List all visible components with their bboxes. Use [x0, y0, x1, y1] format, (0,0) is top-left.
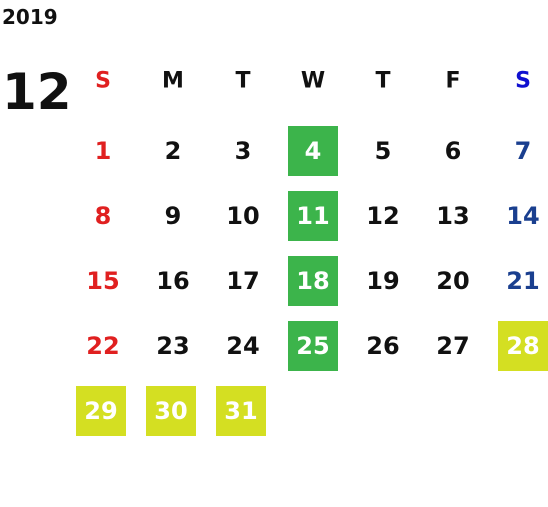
day: 3 — [235, 137, 252, 165]
day: 13 — [436, 202, 469, 230]
day: 12 — [366, 202, 399, 230]
weekday-label: T — [375, 69, 390, 94]
highlight — [498, 321, 548, 371]
day: 27 — [436, 332, 469, 360]
weekday-label: S — [95, 69, 111, 94]
highlight — [288, 321, 338, 371]
day: 26 — [366, 332, 399, 360]
day: 8 — [95, 202, 112, 230]
day: 4 — [305, 137, 322, 165]
year: 2019 — [2, 5, 58, 29]
weekday-label: F — [445, 69, 460, 94]
day: 10 — [226, 202, 259, 230]
day: 16 — [156, 267, 189, 295]
day: 15 — [86, 267, 119, 295]
highlight — [216, 386, 266, 436]
day: 6 — [445, 137, 462, 165]
day: 1 — [95, 137, 112, 165]
day: 28 — [506, 332, 539, 360]
highlight — [288, 126, 338, 176]
day: 18 — [296, 267, 329, 295]
highlight — [288, 256, 338, 306]
day: 17 — [226, 267, 259, 295]
weekday-label: S — [515, 69, 531, 94]
day: 22 — [86, 332, 119, 360]
weekday-label: M — [162, 69, 184, 94]
day: 2 — [165, 137, 182, 165]
day: 23 — [156, 332, 189, 360]
day: 25 — [296, 332, 329, 360]
day: 11 — [296, 202, 329, 230]
day: 29 — [84, 397, 117, 425]
day: 7 — [515, 137, 532, 165]
day: 9 — [165, 202, 182, 230]
day: 19 — [366, 267, 399, 295]
day: 31 — [224, 397, 257, 425]
day: 24 — [226, 332, 259, 360]
month: 12 — [2, 63, 72, 121]
day: 30 — [154, 397, 187, 425]
day: 5 — [375, 137, 392, 165]
day: 14 — [506, 202, 539, 230]
day: 20 — [436, 267, 469, 295]
highlight — [146, 386, 196, 436]
highlight — [76, 386, 126, 436]
day: 21 — [506, 267, 539, 295]
highlight — [288, 191, 338, 241]
weekday-label: W — [301, 69, 325, 94]
weekday-label: T — [235, 69, 250, 94]
